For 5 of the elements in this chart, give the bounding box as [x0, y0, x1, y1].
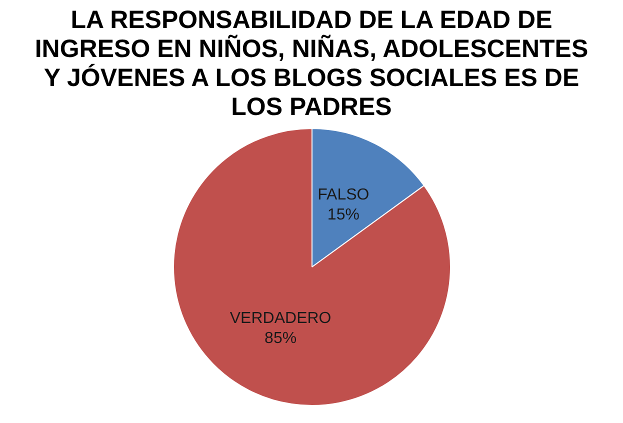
slice-label: FALSO	[317, 186, 369, 204]
slice-label: VERDADERO	[229, 310, 331, 328]
chart-title: LA RESPONSABILIDAD DE LA EDAD DE INGRESO EN NIÑOS, NIÑAS, ADOLESCENTES Y JÓVENES A LOS BLOGS SOCIALES ES DE LOS PADRES	[34, 6, 590, 122]
data-label: 85%	[264, 330, 296, 348]
data-label: 15%	[326, 206, 359, 224]
